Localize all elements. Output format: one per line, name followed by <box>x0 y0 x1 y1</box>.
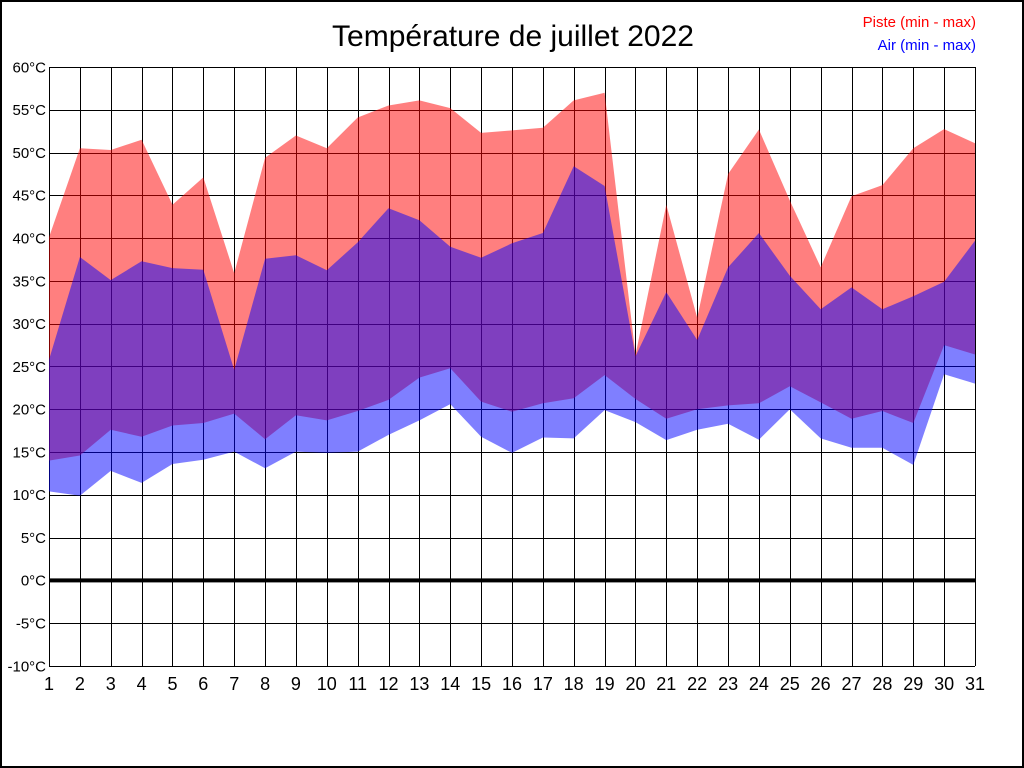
svg-text:31: 31 <box>965 674 985 694</box>
svg-text:4: 4 <box>137 674 147 694</box>
svg-text:24: 24 <box>749 674 769 694</box>
svg-text:5°C: 5°C <box>21 530 46 547</box>
svg-text:26: 26 <box>811 674 831 694</box>
svg-text:17: 17 <box>533 674 553 694</box>
svg-text:-5°C: -5°C <box>16 616 46 633</box>
svg-text:25°C: 25°C <box>12 359 46 376</box>
svg-text:3: 3 <box>106 674 116 694</box>
svg-text:0°C: 0°C <box>21 573 46 590</box>
svg-text:11: 11 <box>348 674 367 694</box>
svg-text:7: 7 <box>229 674 239 694</box>
svg-text:8: 8 <box>260 674 270 694</box>
svg-text:60°C: 60°C <box>12 59 46 76</box>
svg-text:1: 1 <box>44 674 54 694</box>
svg-text:-10°C: -10°C <box>7 658 46 675</box>
svg-text:14: 14 <box>440 674 460 694</box>
svg-text:40°C: 40°C <box>12 231 46 248</box>
svg-text:15: 15 <box>471 674 491 694</box>
svg-text:22: 22 <box>687 674 707 694</box>
svg-text:18: 18 <box>564 674 584 694</box>
svg-text:12: 12 <box>378 674 398 694</box>
svg-text:30: 30 <box>934 674 954 694</box>
svg-text:6: 6 <box>198 674 208 694</box>
svg-text:50°C: 50°C <box>12 145 46 162</box>
svg-text:15°C: 15°C <box>12 444 46 461</box>
svg-text:13: 13 <box>409 674 429 694</box>
svg-text:9: 9 <box>291 674 301 694</box>
svg-text:Piste (min - max): Piste (min - max) <box>863 14 976 31</box>
svg-text:10: 10 <box>317 674 337 694</box>
svg-text:30°C: 30°C <box>12 316 46 333</box>
svg-text:19: 19 <box>595 674 615 694</box>
svg-text:16: 16 <box>502 674 522 694</box>
svg-text:5: 5 <box>167 674 177 694</box>
svg-text:35°C: 35°C <box>12 273 46 290</box>
svg-text:29: 29 <box>903 674 923 694</box>
svg-text:27: 27 <box>841 674 861 694</box>
svg-text:21: 21 <box>656 674 676 694</box>
svg-text:55°C: 55°C <box>12 102 46 119</box>
svg-text:28: 28 <box>872 674 892 694</box>
svg-text:2: 2 <box>75 674 85 694</box>
svg-text:23: 23 <box>718 674 738 694</box>
svg-text:25: 25 <box>780 674 800 694</box>
svg-text:20: 20 <box>625 674 645 694</box>
svg-text:Air (min - max): Air (min - max) <box>878 37 976 54</box>
svg-text:45°C: 45°C <box>12 188 46 205</box>
svg-text:20°C: 20°C <box>12 402 46 419</box>
svg-text:Température de juillet 2022: Température de juillet 2022 <box>332 20 694 53</box>
svg-text:10°C: 10°C <box>12 487 46 504</box>
